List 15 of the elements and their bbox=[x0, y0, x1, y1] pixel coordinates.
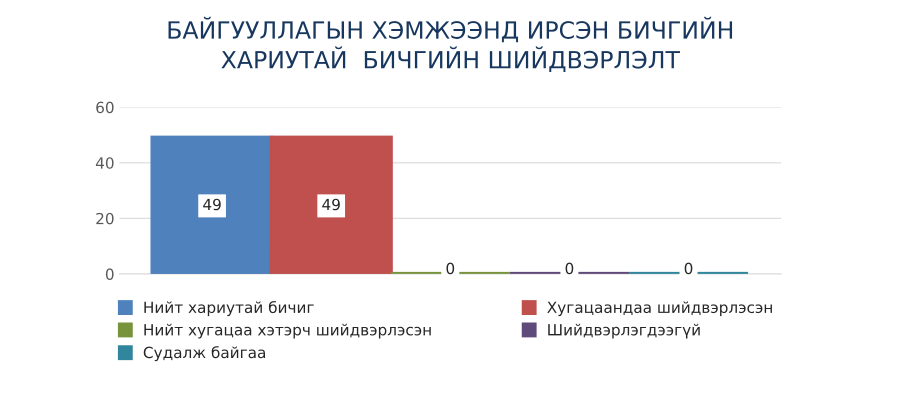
data-label: 49 bbox=[203, 198, 221, 210]
data-label: 0 bbox=[684, 262, 692, 274]
y-tick-label: 20 bbox=[96, 212, 114, 224]
y-tick-label: 0 bbox=[106, 268, 114, 280]
data-label: 0 bbox=[446, 262, 454, 274]
legend-label: Шийдвэрлэгдээгүй bbox=[548, 324, 700, 338]
data-label: 0 bbox=[566, 262, 574, 274]
data-label: 49 bbox=[322, 198, 340, 210]
legend-label: Нийт хугацаа хэтэрч шийдвэрлэсэн bbox=[144, 324, 431, 338]
legend-label: Судалж байгаа bbox=[144, 346, 265, 362]
y-tick-label: 60 bbox=[96, 102, 114, 114]
y-tick-label: 40 bbox=[96, 157, 114, 169]
legend-label: Нийт хариутай бичиг bbox=[144, 301, 314, 316]
legend-label: Хугацаандаа шийдвэрлэсэн bbox=[547, 301, 772, 316]
chart-title: БАЙГУУЛЛАГЫН ХЭМЖЭЭНД ИРСЭН БИЧГИЙН ХАРИУТАЙ БИЧГИЙН ШИЙДВЭРЛЭЛТ bbox=[168, 16, 732, 72]
